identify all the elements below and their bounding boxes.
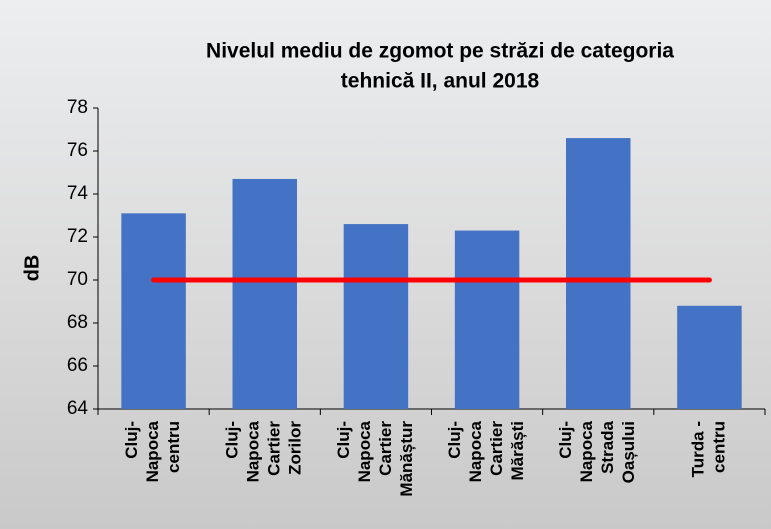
y-tick-label: 74	[67, 183, 89, 204]
x-tick-label: centru	[709, 421, 728, 473]
x-tick-label: Strada	[598, 420, 617, 473]
x-tick-label: Cartier	[487, 421, 506, 476]
bar	[344, 224, 408, 409]
x-tick-label: Cluj-	[334, 421, 353, 459]
x-tick-label: Mărăști	[508, 421, 527, 481]
y-tick-label: 76	[67, 140, 88, 161]
x-tick-label: Napoca	[143, 420, 162, 482]
x-tick-label: Oașului	[619, 421, 638, 483]
y-axis-label: dB	[21, 255, 43, 282]
x-tick-label: Napoca	[577, 420, 596, 482]
x-tick-label: Napoca	[244, 420, 263, 482]
y-tick-label: 72	[67, 226, 88, 247]
x-tick-label: Napoca	[355, 420, 374, 482]
x-tick-label: Zorilor	[286, 421, 305, 475]
bar	[566, 138, 630, 409]
bar	[677, 306, 741, 409]
y-tick-label: 66	[67, 355, 88, 376]
bar	[455, 231, 519, 409]
y-tick-label: 64	[67, 398, 89, 419]
x-tick-label: Turda -	[688, 421, 707, 477]
chart-title: tehnică II, anul 2018	[341, 70, 540, 93]
x-tick-label: Cluj-	[223, 421, 242, 459]
x-tick-label: Cluj-	[122, 421, 141, 459]
y-tick-label: 78	[67, 97, 88, 118]
y-tick-label: 70	[67, 269, 88, 290]
bar	[233, 179, 297, 409]
x-tick-label: Napoca	[466, 420, 485, 482]
x-tick-label: centru	[164, 421, 183, 473]
y-tick-label: 68	[67, 312, 88, 333]
chart-title: Nivelul mediu de zgomot pe străzi de cat…	[206, 40, 674, 63]
bar	[121, 213, 185, 409]
x-tick-label: Cartier	[265, 421, 284, 476]
x-tick-label: Cluj-	[445, 421, 464, 459]
page: Nivelul mediu de zgomot pe străzi de cat…	[0, 0, 771, 529]
chart: Nivelul mediu de zgomot pe străzi de cat…	[0, 0, 771, 529]
x-tick-label: Mănăștur	[397, 421, 416, 497]
x-tick-label: Cartier	[376, 421, 395, 476]
x-tick-label: Cluj-	[556, 421, 575, 459]
